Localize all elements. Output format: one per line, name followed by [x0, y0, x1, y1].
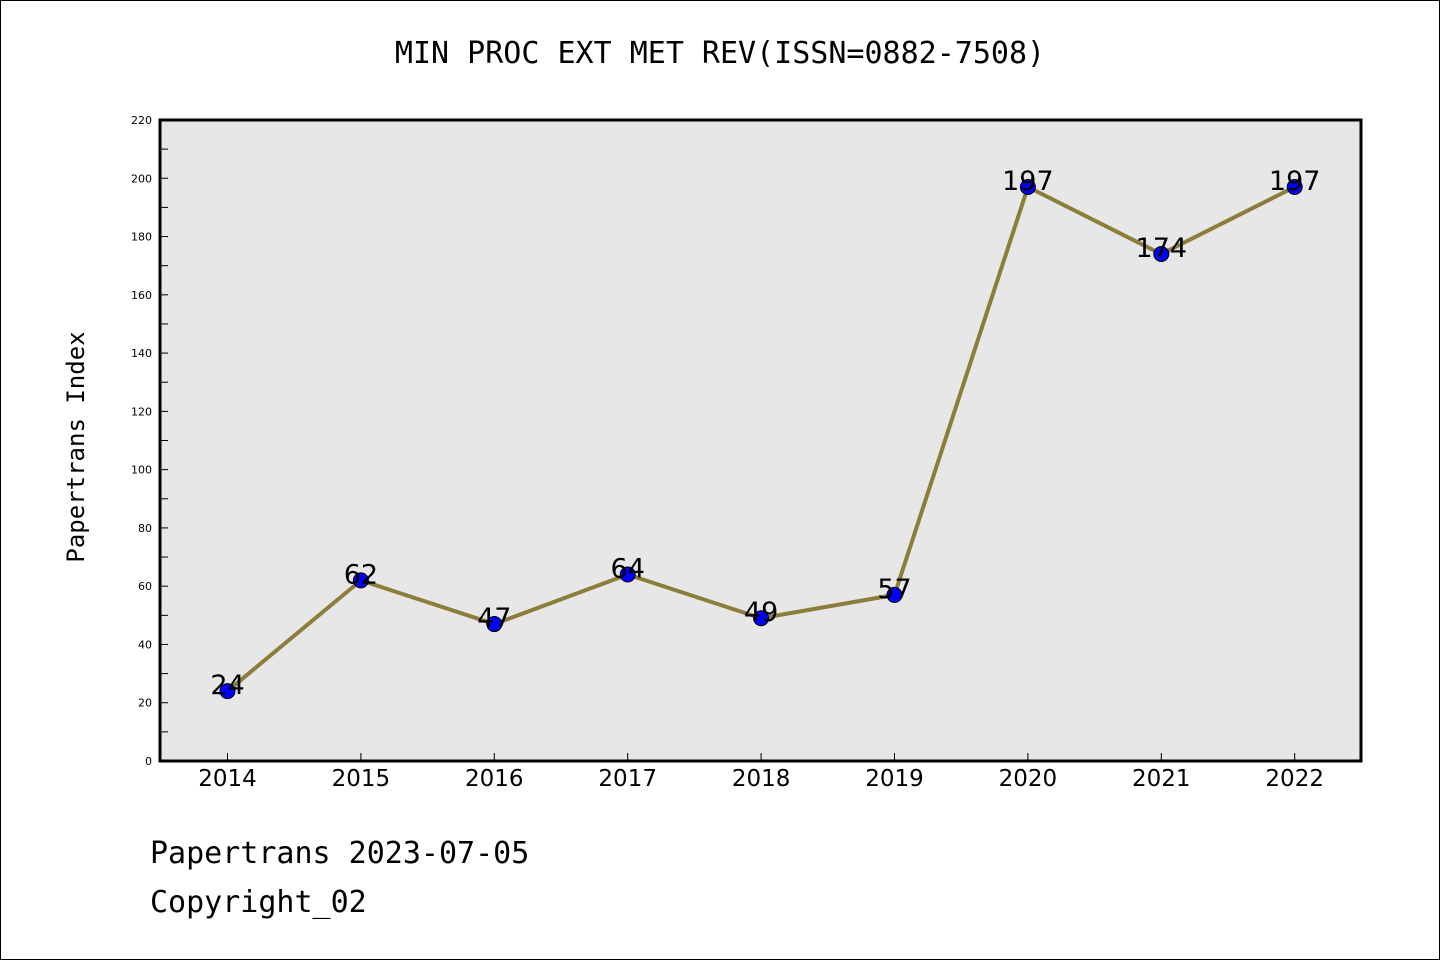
- y-tick-label: 220: [131, 114, 152, 127]
- y-tick-label: 60: [138, 580, 152, 593]
- x-tick-label: 2022: [1265, 766, 1324, 792]
- x-tick-label: 2019: [865, 766, 924, 792]
- data-label: 47: [477, 603, 511, 634]
- y-tick-label: 20: [138, 697, 152, 710]
- x-tick-label: 2016: [465, 766, 524, 792]
- data-point: [219, 683, 236, 700]
- y-tick-label: 80: [138, 522, 152, 535]
- data-point: [486, 616, 503, 633]
- data-label: 174: [1136, 233, 1188, 264]
- x-tick-label: 2015: [332, 766, 391, 792]
- data-labels: 24 62 47 64 49 57 197 174 197: [210, 166, 1320, 701]
- x-tick-label: 2018: [732, 766, 791, 792]
- y-tick-label: 120: [131, 405, 152, 418]
- data-point: [619, 566, 636, 583]
- data-point: [1153, 246, 1170, 263]
- plot-border: [158, 118, 1363, 763]
- y-tick-label: 0: [145, 755, 152, 768]
- data-point: [886, 586, 903, 603]
- data-point: [1286, 179, 1303, 196]
- x-tick-label: 2014: [198, 766, 257, 792]
- x-axis: 2014 2015 2016 2017 2018 2019 2020 2021 2022: [198, 753, 1324, 792]
- y-tick-label: 200: [131, 172, 152, 185]
- y-tick-label: 160: [131, 289, 152, 302]
- x-tick-label: 2021: [1132, 766, 1191, 792]
- data-label: 57: [877, 574, 911, 605]
- x-tick-label: 2020: [999, 766, 1058, 792]
- y-tick-label: 180: [131, 231, 152, 244]
- data-point: [1019, 179, 1036, 196]
- chart-title: MIN PROC EXT MET REV(ISSN=0882-7508): [394, 36, 1046, 71]
- markers: [219, 179, 1303, 700]
- data-point: [352, 572, 369, 589]
- plot-area: [160, 120, 1361, 761]
- footer-copyright: Copyright_02: [150, 885, 367, 920]
- y-tick-label: 40: [138, 638, 152, 651]
- data-label: 49: [744, 597, 778, 628]
- y-tick-label: 100: [131, 464, 152, 477]
- footer-date: Papertrans 2023-07-05: [150, 836, 530, 871]
- y-tick-label: 140: [131, 347, 152, 360]
- data-label: 197: [1269, 166, 1321, 197]
- data-label: 62: [344, 559, 378, 590]
- data-label: 24: [210, 670, 244, 701]
- data-label: 64: [611, 554, 645, 585]
- data-label: 197: [1002, 166, 1054, 197]
- data-point: [753, 610, 770, 627]
- x-tick-label: 2017: [598, 766, 657, 792]
